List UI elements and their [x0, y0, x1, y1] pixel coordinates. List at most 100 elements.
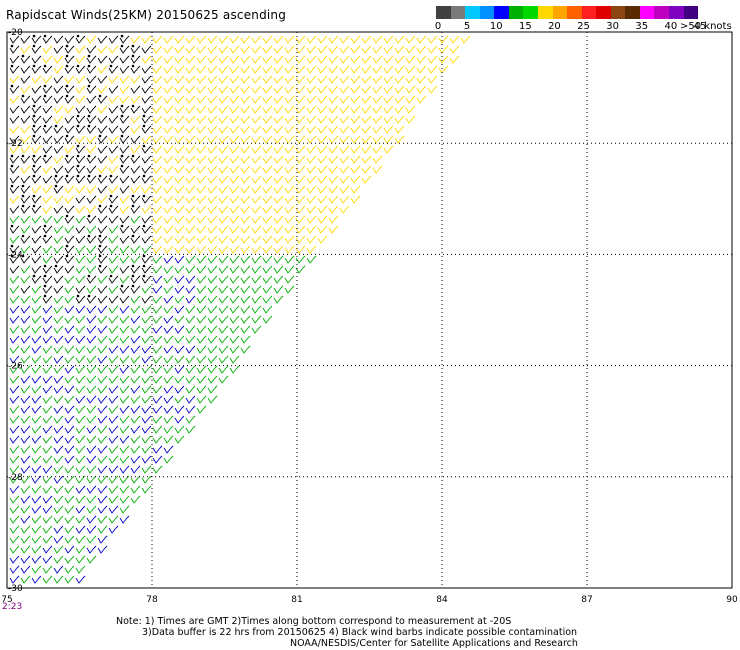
- legend-tick-label: 25: [577, 21, 590, 32]
- wind-barb: [405, 65, 416, 74]
- rain-flag-dot: [32, 154, 36, 158]
- rain-flag-dot: [65, 134, 69, 138]
- wind-barb: [174, 75, 185, 84]
- wind-barb: [9, 295, 20, 304]
- legend-swatch: [537, 6, 553, 19]
- wind-barb: [240, 285, 251, 294]
- wind-barb: [240, 135, 251, 144]
- note-line-2: 3)Data buffer is 22 hrs from 20150625 4)…: [142, 627, 578, 638]
- wind-barb: [306, 215, 317, 224]
- wind-barb: [185, 225, 196, 234]
- wind-barb: [163, 255, 174, 264]
- wind-barb: [229, 325, 240, 334]
- wind-barb: [438, 45, 449, 54]
- wind-barb: [141, 375, 152, 384]
- wind-barb: [240, 55, 251, 64]
- wind-barb: [31, 295, 42, 304]
- wind-barb: [130, 315, 141, 324]
- wind-barb: [20, 515, 31, 524]
- wind-barb: [317, 215, 328, 224]
- wind-barb: [196, 225, 207, 234]
- wind-barb: [262, 105, 273, 114]
- wind-barb: [152, 365, 163, 374]
- wind-barb: [152, 65, 163, 74]
- wind-barb: [64, 365, 75, 374]
- wind-barb: [163, 365, 174, 374]
- rain-flag-dot: [76, 294, 80, 298]
- wind-barb: [9, 415, 20, 424]
- wind-barb: [64, 415, 75, 424]
- wind-barb: [185, 335, 196, 344]
- wind-barb: [119, 215, 130, 224]
- rain-flag-dot: [98, 134, 102, 138]
- wind-barb: [339, 185, 350, 194]
- wind-barb: [75, 375, 86, 384]
- wind-barb: [262, 45, 273, 54]
- wind-barb: [97, 305, 108, 314]
- wind-barb: [273, 95, 284, 104]
- wind-barb: [339, 85, 350, 94]
- wind-barb: [141, 465, 152, 474]
- legend-swatch: [465, 6, 480, 19]
- wind-barb: [31, 505, 42, 514]
- rain-flag-dot: [65, 154, 69, 158]
- wind-barb: [295, 125, 306, 134]
- wind-barb: [130, 385, 141, 394]
- wind-barb: [53, 545, 64, 554]
- wind-barb: [317, 75, 328, 84]
- wind-barb: [64, 565, 75, 574]
- latitude-tick-labels: -20-22-24-26-28-30: [8, 28, 23, 594]
- wind-barb: [196, 95, 207, 104]
- wind-barb: [229, 225, 240, 234]
- wind-barb: [9, 175, 20, 184]
- wind-barb: [372, 35, 383, 44]
- wind-barb: [108, 115, 119, 124]
- wind-barb: [284, 75, 295, 84]
- legend-swatch: [552, 6, 568, 19]
- wind-barb: [284, 125, 295, 134]
- wind-barb: [229, 115, 240, 124]
- wind-barb: [196, 265, 207, 274]
- wind-barb: [416, 75, 427, 84]
- wind-barb: [284, 155, 295, 164]
- wind-barb: [86, 495, 97, 504]
- wind-barb: [185, 175, 196, 184]
- wind-barb: [262, 215, 273, 224]
- wind-barb: [383, 125, 394, 134]
- wind-barb: [251, 125, 262, 134]
- wind-barb: [86, 165, 97, 174]
- wind-barb: [240, 155, 251, 164]
- rain-flag-dot: [10, 254, 14, 258]
- wind-barb: [306, 235, 317, 244]
- wind-barb: [251, 275, 262, 284]
- wind-barb: [97, 125, 108, 134]
- wind-barb: [53, 205, 64, 214]
- rain-flag-dot: [54, 174, 58, 178]
- wind-barb: [328, 165, 339, 174]
- wind-barb: [295, 185, 306, 194]
- wind-barb: [75, 425, 86, 434]
- wind-barb: [86, 465, 97, 474]
- wind-barb: [240, 295, 251, 304]
- wind-barb: [185, 355, 196, 364]
- wind-barb: [284, 95, 295, 104]
- latitude-tick-label: -28: [8, 473, 23, 483]
- wind-barb: [97, 475, 108, 484]
- wind-barb: [207, 315, 218, 324]
- rain-flag-dot: [43, 264, 47, 268]
- wind-barb: [174, 315, 185, 324]
- wind-barb: [152, 285, 163, 294]
- wind-barb: [9, 495, 20, 504]
- wind-barb: [130, 415, 141, 424]
- wind-barb: [174, 375, 185, 384]
- wind-barb: [328, 205, 339, 214]
- wind-barb: [306, 185, 317, 194]
- wind-barb: [405, 75, 416, 84]
- wind-barb: [42, 135, 53, 144]
- wind-barb: [174, 145, 185, 154]
- wind-barb: [152, 235, 163, 244]
- wind-barb: [196, 395, 207, 404]
- wind-barb: [152, 125, 163, 134]
- wind-barb: [53, 35, 64, 44]
- wind-barb: [196, 125, 207, 134]
